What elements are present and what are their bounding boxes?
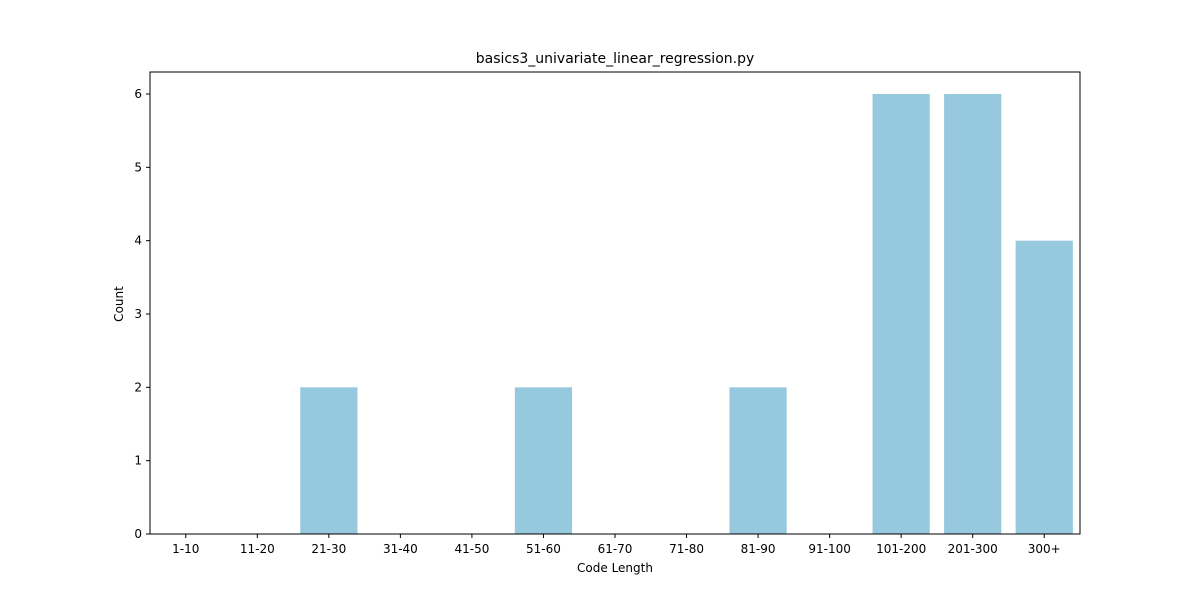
x-tick-label: 21-30 — [311, 542, 346, 556]
x-tick-label: 300+ — [1028, 542, 1061, 556]
x-tick-label: 61-70 — [598, 542, 633, 556]
y-axis-ticks: 0 1 2 3 4 5 6 — [134, 87, 150, 541]
x-tick-label: 71-80 — [669, 542, 704, 556]
x-tick-label: 31-40 — [383, 542, 418, 556]
x-tick-label: 201-300 — [948, 542, 998, 556]
x-axis-ticks: 1-10 11-20 21-30 31-40 41-50 51-60 61-70 71-80 8… — [172, 534, 1061, 556]
x-tick-label: 11-20 — [240, 542, 275, 556]
y-tick-label: 0 — [134, 527, 142, 541]
x-tick-label: 41-50 — [454, 542, 489, 556]
y-tick-label: 6 — [134, 87, 142, 101]
x-tick-label: 81-90 — [741, 542, 776, 556]
x-tick-label: 91-100 — [808, 542, 851, 556]
x-axis-label: Code Length — [577, 561, 653, 575]
x-tick-label: 101-200 — [876, 542, 926, 556]
bar-201-300 — [944, 94, 1002, 534]
bars-layer — [300, 94, 1073, 534]
plot-frame — [149, 71, 1081, 535]
y-tick-label: 1 — [134, 454, 142, 468]
x-tick-label: 1-10 — [172, 542, 199, 556]
chart-title: basics3_univariate_linear_regression.py — [476, 51, 755, 67]
y-tick-label: 2 — [134, 380, 142, 394]
bar-101-200 — [872, 94, 930, 534]
y-tick-label: 5 — [134, 160, 142, 174]
bar-51-60 — [514, 387, 573, 534]
bar-21-30 — [300, 387, 358, 534]
y-tick-label: 3 — [134, 307, 142, 321]
x-tick-label: 51-60 — [526, 542, 561, 556]
y-axis-label: Count — [112, 286, 126, 322]
y-tick-label: 4 — [134, 234, 142, 248]
bar-81-90 — [729, 387, 787, 534]
bar-300+ — [1015, 240, 1073, 534]
